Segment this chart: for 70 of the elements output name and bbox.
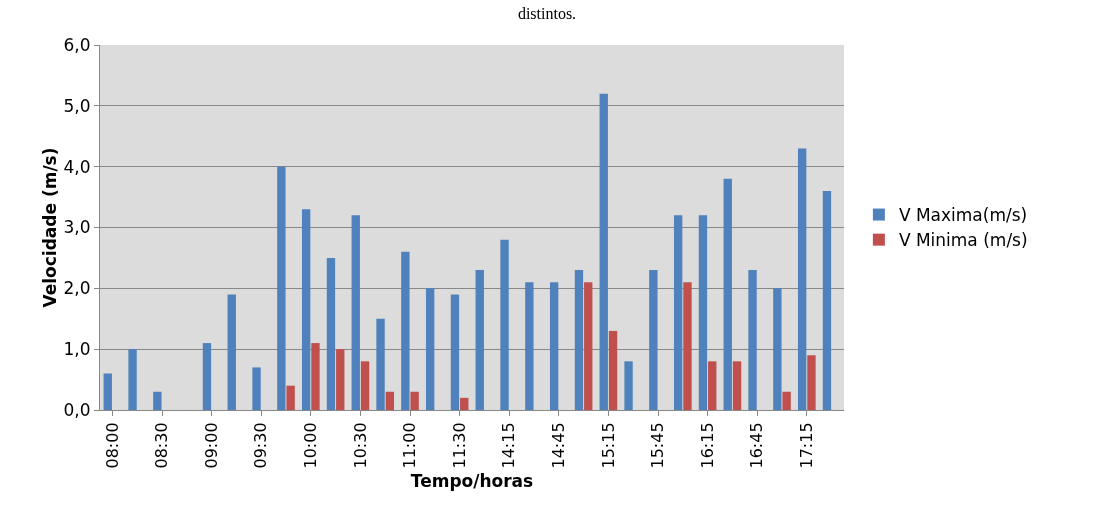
bar [475, 270, 484, 410]
x-tick-label: 11:00 [400, 422, 420, 469]
bar [732, 361, 742, 410]
y-axis-title: Velocidade (m/s) [40, 147, 60, 308]
bar [311, 343, 320, 410]
bar [599, 93, 608, 410]
bar [673, 215, 683, 410]
y-tick-label: 6,0 [63, 34, 91, 55]
bar [351, 215, 360, 410]
legend-label: V Maxima(m/s) [898, 205, 1028, 226]
bar [401, 251, 410, 410]
bar [608, 330, 618, 410]
bar [773, 288, 782, 410]
bar [252, 367, 261, 410]
y-tick-label: 5,0 [63, 95, 91, 116]
bar [277, 166, 286, 410]
x-tick-label: 14:15 [499, 422, 519, 469]
bar [103, 373, 112, 410]
bar [425, 288, 435, 410]
x-tick-label: 16:45 [747, 422, 767, 469]
bar [450, 294, 460, 410]
y-tick-label: 3,0 [63, 217, 91, 238]
x-tick-label: 15:45 [648, 422, 668, 469]
legend-label: V Minima (m/s) [898, 230, 1028, 251]
chart-title: distintos. [517, 5, 577, 22]
x-tick-label: 15:15 [598, 422, 618, 469]
bar [748, 270, 757, 410]
x-axis-title: Tempo/horas [410, 470, 534, 491]
bar [153, 391, 162, 410]
x-tick-label: 09:30 [251, 422, 271, 469]
bar [385, 391, 395, 410]
y-tick-label: 1,0 [63, 339, 91, 360]
x-tick-label: 10:00 [301, 422, 320, 469]
bar [797, 148, 807, 410]
x-tick-label: 10:30 [350, 422, 370, 469]
x-tick-label: 08:30 [152, 422, 172, 469]
y-tick-label: 2,0 [63, 278, 91, 299]
bar [410, 391, 419, 410]
bar [460, 397, 469, 410]
bar [549, 282, 559, 410]
bar [708, 361, 717, 410]
bar [128, 349, 137, 410]
bar [584, 282, 593, 410]
bar [574, 270, 584, 410]
x-tick-label: 14:45 [549, 422, 568, 469]
bar [822, 191, 832, 410]
bar [698, 215, 708, 410]
bar [227, 294, 236, 410]
bar [500, 239, 509, 410]
bar [624, 361, 633, 410]
bar [326, 257, 336, 410]
bar [782, 391, 791, 410]
y-tick-label: 4,0 [63, 156, 91, 177]
bar [683, 282, 692, 410]
x-tick-label: 17:15 [797, 422, 816, 469]
bar [807, 355, 816, 410]
bar [336, 349, 345, 410]
y-tick-label: 0,0 [63, 399, 91, 420]
bar [202, 343, 212, 410]
bar [376, 318, 385, 410]
x-tick-label: 11:30 [449, 422, 469, 469]
bar [360, 361, 370, 410]
bar [286, 385, 295, 410]
x-tick-label: 08:00 [102, 422, 122, 469]
bar [525, 282, 534, 410]
bar [649, 270, 658, 410]
x-tick-label: 09:00 [201, 422, 221, 469]
bar [301, 209, 311, 410]
x-tick-label: 16:15 [697, 422, 717, 469]
bar [723, 178, 732, 410]
